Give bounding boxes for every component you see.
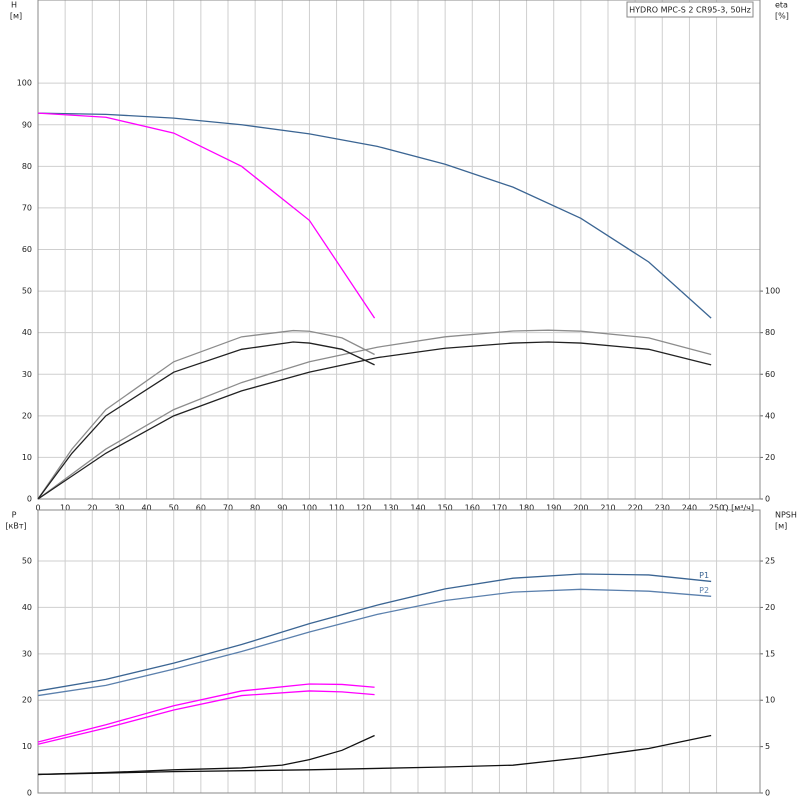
y2-tick-label: 20 bbox=[765, 453, 775, 462]
x-tick-label: 100 bbox=[302, 504, 317, 513]
x-tick-label: 70 bbox=[223, 504, 233, 513]
series-label: P2 bbox=[699, 586, 709, 595]
y-tick-label: 40 bbox=[22, 603, 32, 612]
series-line bbox=[37, 683, 375, 743]
y-axis-unit: [м] bbox=[10, 12, 22, 21]
series-line bbox=[37, 329, 712, 500]
x-tick-label: 170 bbox=[492, 504, 507, 513]
y-tick-label: 0 bbox=[27, 789, 32, 798]
y-tick-label: 20 bbox=[22, 411, 32, 420]
x-tick-label: 60 bbox=[196, 504, 206, 513]
x-tick-label: 240 bbox=[682, 504, 697, 513]
y-tick-label: 50 bbox=[22, 557, 32, 566]
x-tick-label: 200 bbox=[573, 504, 588, 513]
series-line bbox=[37, 690, 375, 745]
y-axis-label: H bbox=[11, 1, 17, 10]
y-tick-label: 80 bbox=[22, 162, 32, 171]
y2-tick-label: 80 bbox=[765, 328, 775, 337]
y2-axis-unit: [%] bbox=[775, 12, 789, 21]
series-label: P1 bbox=[699, 571, 709, 580]
x-tick-label: 90 bbox=[277, 504, 287, 513]
y2-tick-label: 100 bbox=[765, 287, 780, 296]
y-axis-unit: [кВт] bbox=[5, 522, 26, 531]
y-tick-label: 10 bbox=[22, 453, 32, 462]
y2-axis-unit: [м] bbox=[775, 522, 787, 531]
y-tick-label: 40 bbox=[22, 328, 32, 337]
title-box bbox=[626, 1, 754, 18]
x-tick-label: 210 bbox=[600, 504, 615, 513]
series-line bbox=[37, 341, 375, 500]
x-tick-label: 110 bbox=[329, 504, 344, 513]
x-tick-label: 190 bbox=[546, 504, 561, 513]
y2-tick-label: 60 bbox=[765, 370, 775, 379]
series-line bbox=[37, 588, 712, 697]
x-tick-label: 140 bbox=[410, 504, 425, 513]
x-tick-label: 160 bbox=[465, 504, 480, 513]
x-axis-label: Q [м³/ч] bbox=[722, 504, 754, 513]
series-line bbox=[37, 734, 712, 776]
y-tick-label: 10 bbox=[22, 742, 32, 751]
series-line bbox=[37, 573, 712, 692]
y-tick-label: 30 bbox=[22, 370, 32, 379]
y2-tick-label: 40 bbox=[765, 411, 775, 420]
y2-tick-label: 25 bbox=[765, 557, 775, 566]
y2-axis-label: eta bbox=[775, 1, 788, 10]
x-tick-label: 120 bbox=[356, 504, 371, 513]
y2-tick-label: 0 bbox=[765, 789, 770, 798]
y-tick-label: 90 bbox=[22, 120, 32, 129]
x-tick-label: 150 bbox=[438, 504, 453, 513]
series-line bbox=[37, 734, 375, 776]
y2-tick-label: 0 bbox=[765, 495, 770, 504]
y2-tick-label: 15 bbox=[765, 649, 775, 658]
y-tick-label: 70 bbox=[22, 203, 32, 212]
y2-axis-label: NPSH bbox=[775, 511, 797, 520]
plot-frame bbox=[37, 0, 761, 500]
y2-tick-label: 5 bbox=[765, 742, 770, 751]
y2-tick-label: 10 bbox=[765, 696, 775, 705]
series-line bbox=[37, 112, 712, 319]
x-tick-label: 40 bbox=[141, 504, 151, 513]
x-tick-label: 10 bbox=[60, 504, 70, 513]
y-axis-label: P bbox=[12, 511, 17, 520]
y-tick-label: 20 bbox=[22, 696, 32, 705]
x-tick-label: 220 bbox=[628, 504, 643, 513]
series-line bbox=[37, 112, 376, 319]
y-tick-label: 60 bbox=[22, 245, 32, 254]
chart-title: HYDRO MPC-S 2 CR95-3, 50Hz bbox=[629, 6, 751, 15]
x-tick-label: 30 bbox=[114, 504, 124, 513]
x-tick-label: 230 bbox=[655, 504, 670, 513]
y-tick-label: 0 bbox=[27, 495, 32, 504]
x-tick-label: 250 bbox=[709, 504, 724, 513]
x-tick-label: 20 bbox=[87, 504, 97, 513]
y2-tick-label: 20 bbox=[765, 603, 775, 612]
x-tick-label: 50 bbox=[169, 504, 179, 513]
x-tick-label: 0 bbox=[35, 504, 40, 513]
x-tick-label: 130 bbox=[383, 504, 398, 513]
y-tick-label: 50 bbox=[22, 287, 32, 296]
series-line bbox=[37, 341, 712, 500]
x-tick-label: 80 bbox=[250, 504, 260, 513]
y-tick-label: 100 bbox=[17, 79, 32, 88]
x-tick-label: 180 bbox=[519, 504, 534, 513]
plot-frame bbox=[37, 509, 761, 794]
series-line bbox=[37, 329, 375, 500]
y-tick-label: 30 bbox=[22, 649, 32, 658]
